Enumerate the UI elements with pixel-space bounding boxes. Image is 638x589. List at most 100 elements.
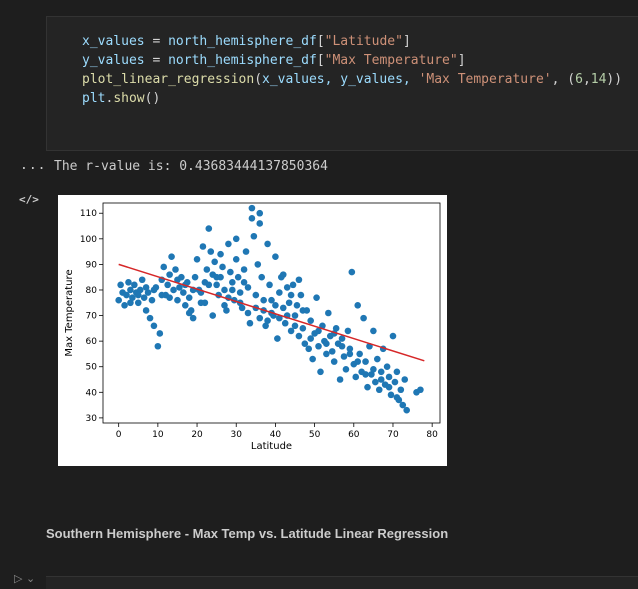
data-point [317,368,324,376]
data-point [287,291,295,299]
data-point [315,342,322,350]
data-point [142,284,150,291]
data-point [276,314,283,322]
code-icon[interactable]: </> [19,193,39,206]
data-point [256,314,264,322]
data-point [336,376,344,383]
data-point [199,243,207,250]
data-point [219,263,226,271]
y-tick-label: 50 [86,363,98,373]
data-point [377,368,385,376]
data-point [244,309,252,317]
data-point [154,342,162,350]
code-token: ] [457,53,466,68]
data-point [242,248,250,255]
output-menu-icon[interactable]: ... [20,158,47,173]
data-point [295,276,303,284]
data-point [393,394,401,401]
code-token: 6 [575,72,583,87]
data-point [338,335,346,342]
data-point [238,304,246,312]
x-tick-label: 0 [116,430,122,440]
data-point [227,268,234,276]
data-point [287,327,295,335]
markdown-heading: Southern Hemisphere - Max Temp vs. Latit… [46,526,449,541]
data-point [401,376,409,383]
data-point [170,286,177,294]
x-tick-label: 10 [152,430,164,440]
data-point [377,376,385,383]
data-point [370,365,377,373]
run-cell-icon[interactable]: ▷ ⌄ [14,572,36,585]
data-point [176,284,183,291]
data-point [138,276,146,284]
data-point [340,353,348,360]
data-point [180,289,187,296]
x-tick-label: 60 [348,430,360,440]
data-point [274,335,281,342]
data-point [164,281,171,289]
data-point [348,268,356,276]
data-point [383,363,391,371]
code-token: ] [402,34,411,49]
x-tick-label: 40 [270,430,282,440]
data-point [240,279,248,286]
data-point [172,266,179,273]
data-point [338,342,346,350]
data-point [264,317,271,324]
code-token: y_values [82,53,145,68]
data-point [123,291,130,299]
data-point [256,220,264,227]
data-point [134,299,142,307]
data-point [150,322,158,330]
code-cell[interactable]: x_values = north_hemisphere_df["Latitude… [46,16,638,151]
data-point [372,378,379,386]
code-line-3: plot_linear_regression(x_values, y_value… [82,72,622,87]
data-point [248,215,256,222]
code-editor[interactable]: x_values = north_hemisphere_df["Latitude… [82,32,622,108]
data-point [127,299,134,307]
data-point [315,327,322,335]
data-point [150,286,158,294]
code-token: north_hemisphere_df [168,34,317,49]
data-point [140,294,148,301]
data-point [299,325,307,332]
data-point [203,266,211,273]
data-point [168,253,175,261]
data-point [166,271,173,278]
data-point [221,302,228,309]
data-point [258,273,266,281]
data-point [256,209,264,217]
data-point [272,253,279,261]
data-point [323,340,330,347]
data-point [205,225,213,232]
data-point [129,294,136,301]
data-point [307,335,314,342]
data-point [131,281,138,289]
data-point [127,286,134,294]
next-code-cell[interactable] [46,576,638,589]
y-tick-label: 110 [80,209,97,219]
data-point [246,319,254,327]
data-point [385,383,393,391]
data-point [279,271,287,278]
data-point [328,348,336,355]
data-point [293,302,301,309]
data-point [295,332,303,340]
data-point [360,314,367,322]
plot-output: 0 10 20 30 40 50 60 70 80 30 40 50 60 70 80 90 100 110 Lat… [58,195,447,466]
data-point [240,266,248,273]
data-point [205,281,213,289]
data-point [362,371,369,378]
data-point [417,386,424,394]
data-point [213,281,220,289]
data-point [156,330,164,337]
y-tick-label: 40 [86,388,98,398]
data-point [385,373,393,381]
code-token: = [144,34,169,49]
data-point [399,401,407,409]
data-point [330,358,338,365]
data-point [291,312,299,319]
output-text: The r-value is: 0.43683444137850364 [54,159,328,174]
data-point [368,371,375,378]
